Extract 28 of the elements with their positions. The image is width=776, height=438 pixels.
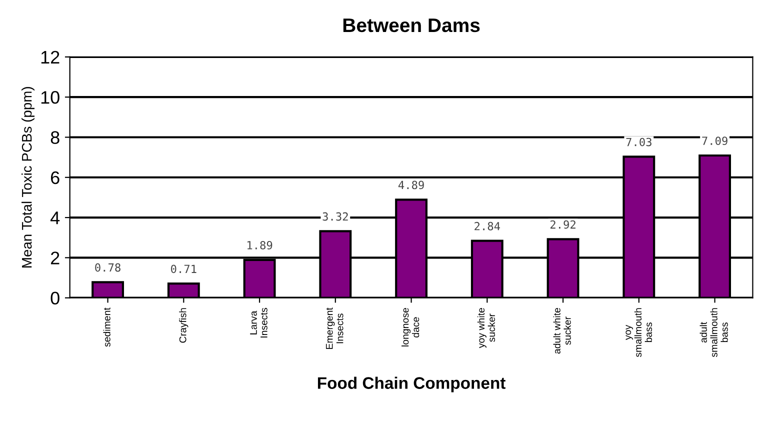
x-tick-label: longnose dace bbox=[402, 308, 420, 346]
data-label: 7.09 bbox=[702, 136, 728, 146]
y-tick-label: 12 bbox=[41, 50, 60, 64]
data-label: 1.89 bbox=[247, 241, 272, 250]
x-tick-label: adult white sucker bbox=[553, 308, 571, 354]
data-label: 0.71 bbox=[170, 264, 196, 274]
data-label: 7.03 bbox=[626, 138, 652, 146]
y-tick-label: 10 bbox=[41, 91, 60, 104]
y-tick-label: 6 bbox=[50, 171, 60, 184]
x-axis-title: Food Chain Component bbox=[318, 376, 506, 392]
y-tick-label: 8 bbox=[50, 131, 60, 144]
x-tick-label: Crayfish bbox=[179, 308, 188, 343]
y-tick-label: 0 bbox=[50, 292, 60, 305]
data-label: 3.32 bbox=[322, 212, 348, 221]
x-tick-label: yoy smallmouth bass bbox=[626, 308, 652, 357]
data-label: 0.78 bbox=[95, 263, 120, 272]
x-tick-label: Emergent Insects bbox=[326, 308, 344, 349]
x-tick-label: yoy white sucker bbox=[477, 308, 495, 348]
data-label: 2.92 bbox=[550, 220, 576, 229]
x-tick-label: adult smallmouth bass bbox=[700, 308, 728, 357]
x-tick-label: Larva Insects bbox=[250, 308, 268, 338]
y-axis-title: Mean Total Toxic PCBs (ppm) bbox=[22, 87, 34, 268]
chart-title: Between Dams bbox=[343, 18, 480, 32]
x-tick-label: sediment bbox=[103, 308, 110, 347]
y-tick-label: 4 bbox=[50, 212, 60, 224]
data-label: 2.84 bbox=[474, 222, 500, 230]
y-tick-label: 2 bbox=[50, 252, 60, 264]
data-label: 4.89 bbox=[398, 180, 424, 190]
